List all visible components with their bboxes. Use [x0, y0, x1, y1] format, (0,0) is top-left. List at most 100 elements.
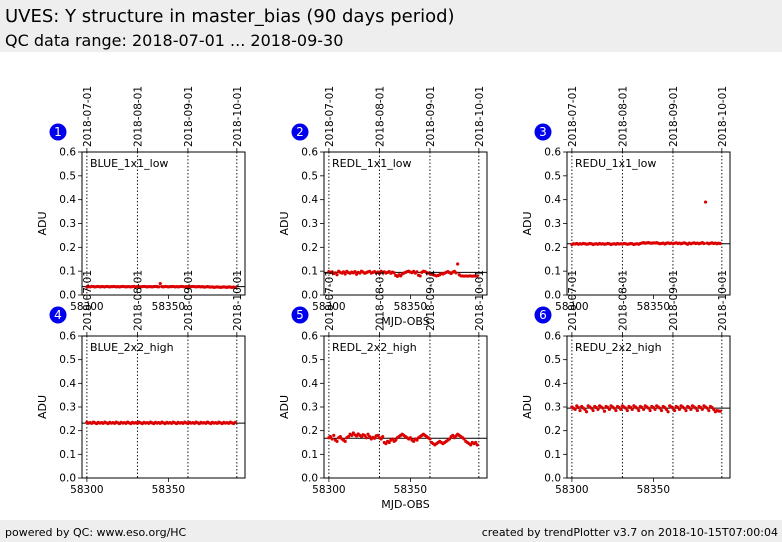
y-tick-label: 0.2: [59, 425, 76, 437]
chart-panel-6: 2018-07-01 2018-08-01 2018-09-01 2018-10-01…: [521, 270, 730, 496]
date-tick-label: 2018-08-01: [617, 86, 629, 147]
data-point: [476, 443, 479, 446]
data-point: [678, 408, 681, 411]
x-tick-label: 58300: [555, 484, 588, 496]
y-tick-label: 0.2: [544, 242, 561, 254]
y-axis-label: ADU: [521, 395, 534, 419]
y-tick-label: 0.4: [301, 194, 318, 206]
y-tick-label: 0.3: [544, 402, 561, 414]
y-tick-label: 0.6: [301, 331, 318, 343]
series-label: BLUE_2x2_high: [90, 341, 174, 354]
data-point: [335, 440, 338, 443]
y-tick-label: 0.5: [301, 354, 318, 366]
x-axis-label: MJD-OBS: [381, 315, 429, 328]
y-tick-label: 0.2: [301, 425, 318, 437]
data-point: [702, 242, 705, 245]
series-label: REDL_2x2_high: [332, 341, 417, 354]
series-label: REDU_2x2_high: [575, 341, 662, 354]
date-tick-label: 2018-07-01: [324, 270, 336, 331]
date-tick-label: 2018-07-01: [82, 270, 94, 331]
data-point: [666, 410, 669, 413]
y-tick-label: 0.4: [59, 194, 76, 206]
y-tick-label: 0.6: [544, 331, 561, 343]
data-point: [419, 274, 422, 277]
data-point: [415, 270, 418, 273]
data-point: [365, 436, 368, 439]
date-tick-label: 2018-09-01: [425, 270, 437, 331]
data-point: [591, 409, 594, 412]
panel-number-label: 1: [54, 125, 62, 139]
y-tick-label: 0.5: [544, 354, 561, 366]
date-tick-label: 2018-07-01: [567, 270, 579, 331]
date-tick-label: 2018-08-01: [132, 270, 144, 331]
y-tick-label: 0.3: [301, 218, 318, 230]
panel-number-label: 6: [539, 308, 547, 322]
panel-number-label: 3: [539, 125, 547, 139]
date-tick-label: 2018-10-01: [232, 86, 244, 147]
y-tick-label: 0.1: [544, 449, 561, 461]
x-tick-label: 58350: [394, 301, 427, 313]
y-tick-label: 0.6: [59, 331, 76, 343]
x-tick-label: 58350: [637, 301, 670, 313]
footer-credit: powered by QC: www.eso.org/HC: [5, 526, 186, 539]
data-point: [596, 408, 599, 411]
y-tick-label: 0.4: [301, 378, 318, 390]
footer-bar: powered by QC: www.eso.org/HC created by…: [0, 520, 782, 542]
data-point: [331, 437, 334, 440]
footer-generator: created by trendPlotter v3.7 on 2018-10-…: [482, 526, 778, 539]
y-tick-label: 0.0: [544, 290, 561, 302]
y-tick-label: 0.0: [544, 473, 561, 485]
date-tick-label: 2018-10-01: [717, 86, 729, 147]
data-point: [673, 409, 676, 412]
date-tick-label: 2018-09-01: [183, 86, 195, 147]
date-tick-label: 2018-10-01: [717, 270, 729, 331]
data-point: [332, 434, 335, 437]
date-tick-label: 2018-10-01: [474, 270, 486, 331]
y-tick-label: 0.5: [59, 354, 76, 366]
data-point: [660, 409, 663, 412]
x-tick-label: 58300: [70, 484, 103, 496]
data-point: [626, 409, 629, 412]
data-point: [653, 408, 656, 411]
series-label: BLUE_1x1_low: [90, 157, 168, 170]
data-point: [619, 408, 622, 411]
y-tick-label: 0.1: [59, 449, 76, 461]
y-tick-label: 0.4: [59, 378, 76, 390]
data-point: [603, 410, 606, 413]
x-tick-label: 58350: [637, 484, 670, 496]
y-tick-label: 0.3: [544, 218, 561, 230]
axes-frame: [567, 152, 730, 295]
date-tick-label: 2018-09-01: [425, 86, 437, 147]
data-point: [335, 273, 338, 276]
y-axis-label: ADU: [36, 395, 49, 419]
y-tick-label: 0.6: [301, 147, 318, 159]
data-point: [574, 408, 577, 411]
y-tick-label: 0.5: [301, 170, 318, 182]
data-point: [157, 285, 160, 288]
date-tick-label: 2018-07-01: [567, 86, 579, 147]
x-tick-label: 58350: [152, 484, 185, 496]
date-tick-label: 2018-08-01: [617, 270, 629, 331]
y-tick-label: 0.5: [544, 170, 561, 182]
date-tick-label: 2018-08-01: [374, 270, 386, 331]
date-tick-label: 2018-10-01: [474, 86, 486, 147]
date-tick-label: 2018-07-01: [324, 86, 336, 147]
y-tick-label: 0.1: [59, 266, 76, 278]
data-point: [234, 421, 237, 424]
date-tick-label: 2018-08-01: [132, 86, 144, 147]
y-axis-label: ADU: [278, 395, 291, 419]
axes-frame: [324, 336, 487, 478]
y-tick-label: 0.0: [59, 473, 76, 485]
data-point: [649, 409, 652, 412]
data-point: [381, 435, 384, 438]
y-tick-label: 0.1: [301, 266, 318, 278]
y-tick-label: 0.6: [544, 147, 561, 159]
y-tick-label: 0.2: [544, 425, 561, 437]
data-point: [701, 408, 704, 411]
date-tick-label: 2018-07-01: [82, 86, 94, 147]
y-tick-label: 0.3: [59, 218, 76, 230]
data-point: [719, 410, 722, 413]
series-label: REDL_1x1_low: [332, 157, 411, 170]
data-point: [614, 409, 617, 412]
